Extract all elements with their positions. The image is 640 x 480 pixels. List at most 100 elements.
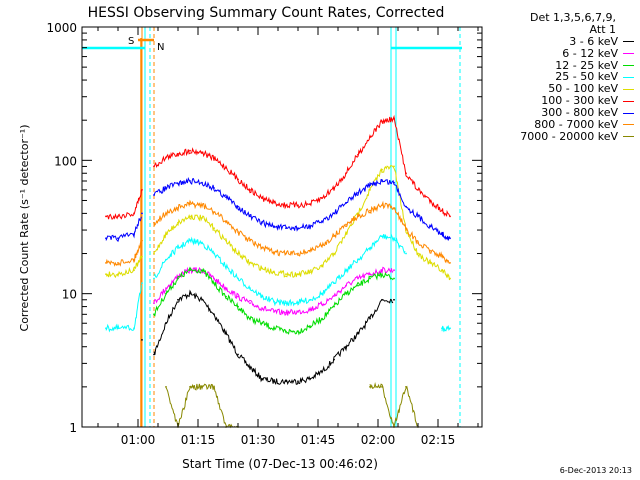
data-point: [405, 172, 407, 175]
data-point: [309, 225, 311, 228]
data-point: [357, 284, 359, 287]
data-point: [177, 182, 179, 185]
x-axis-title: Start Time (07-Dec-13 00:46:02): [182, 457, 378, 471]
data-point: [369, 189, 371, 191]
data-point: [321, 303, 323, 306]
data-point: [285, 302, 287, 304]
series-line-3: [153, 233, 406, 307]
data-point: [333, 212, 335, 215]
data-point: [189, 292, 191, 295]
series-line-6: [153, 176, 451, 241]
data-point: [213, 282, 215, 284]
legend-item: 6 - 12 keV: [482, 47, 634, 60]
data-point: [201, 242, 203, 244]
data-point: [393, 269, 395, 272]
plot-frame: [81, 26, 483, 428]
data-point: [297, 380, 299, 383]
data-point: [225, 295, 227, 298]
data-point: [393, 277, 395, 280]
data-point: [177, 247, 179, 249]
data-point: [297, 227, 299, 230]
data-point: [261, 267, 263, 270]
data-point: [237, 252, 239, 255]
data-point: [249, 366, 251, 369]
data-point: [429, 199, 431, 202]
data-point: [393, 298, 395, 301]
data-point: [381, 235, 383, 238]
data-point: [201, 269, 203, 272]
series-line-8: [369, 382, 418, 428]
data-point: [133, 327, 135, 330]
data-point: [117, 215, 119, 218]
data-point: [381, 269, 383, 272]
data-point: [153, 194, 155, 196]
data-point: [117, 327, 119, 330]
data-point: [333, 187, 335, 189]
legend-item-label: 300 - 800 keV: [541, 106, 618, 120]
legend-swatch: [623, 100, 634, 102]
series-line-3: [105, 284, 142, 333]
data-point: [225, 196, 227, 199]
data-point: [261, 221, 263, 224]
data-point: [405, 252, 407, 255]
data-point: [177, 207, 179, 209]
data-point: [429, 262, 431, 264]
data-point: [449, 327, 451, 330]
legend-item-label: 7000 - 20000 keV: [520, 129, 618, 143]
data-point: [369, 247, 371, 249]
data-point: [237, 277, 239, 280]
data-point: [153, 277, 155, 280]
data-point: [357, 332, 359, 335]
data-point: [405, 227, 407, 230]
data-point: [321, 317, 323, 320]
data-point: [237, 305, 239, 308]
data-point: [285, 227, 287, 230]
data-point: [381, 273, 383, 276]
data-point: [141, 282, 143, 284]
data-point: [189, 149, 191, 152]
legend-swatch: [623, 41, 634, 43]
legend-swatch: [623, 53, 634, 55]
data-point: [189, 215, 191, 218]
legend-item-label: 25 - 50 keV: [555, 70, 618, 84]
data-point: [417, 252, 419, 255]
legend-item: 12 - 25 keV: [482, 59, 634, 72]
y-tick-label: 1: [69, 421, 77, 435]
data-point: [201, 151, 203, 154]
x-tick-label: 01:45: [301, 433, 336, 447]
data-point: [153, 353, 155, 356]
legend-item: 100 - 300 keV: [482, 95, 634, 107]
data-point: [273, 225, 275, 228]
data-point: [189, 180, 191, 182]
data-point: [333, 235, 335, 238]
data-point: [153, 302, 155, 304]
data-point: [201, 217, 203, 219]
data-point: [189, 203, 191, 206]
data-point: [381, 168, 383, 171]
data-point: [177, 221, 179, 224]
data-point: [273, 327, 275, 330]
series-line-3: [441, 324, 451, 333]
data-point: [105, 273, 107, 276]
data-point: [225, 287, 227, 289]
series-7: [105, 199, 451, 267]
data-point: [261, 322, 263, 325]
data-point: [225, 239, 227, 242]
data-point: [285, 311, 287, 314]
data-point: [177, 152, 179, 155]
data-point: [321, 197, 323, 200]
data-point: [165, 292, 167, 295]
data-point: [177, 277, 179, 280]
data-point: [309, 249, 311, 252]
legend-swatch: [623, 112, 634, 114]
plot-timestamp: 6-Dec-2013 20:13: [559, 466, 632, 475]
legend-swatch: [623, 124, 634, 126]
series-8: [165, 382, 419, 429]
data-point: [153, 165, 155, 168]
series-line-5: [153, 114, 451, 217]
data-point: [117, 262, 119, 264]
legend-item: 7000 - 20000 keV: [482, 131, 634, 143]
data-point: [285, 204, 287, 207]
data-point: [429, 225, 431, 228]
data-point: [429, 249, 431, 252]
